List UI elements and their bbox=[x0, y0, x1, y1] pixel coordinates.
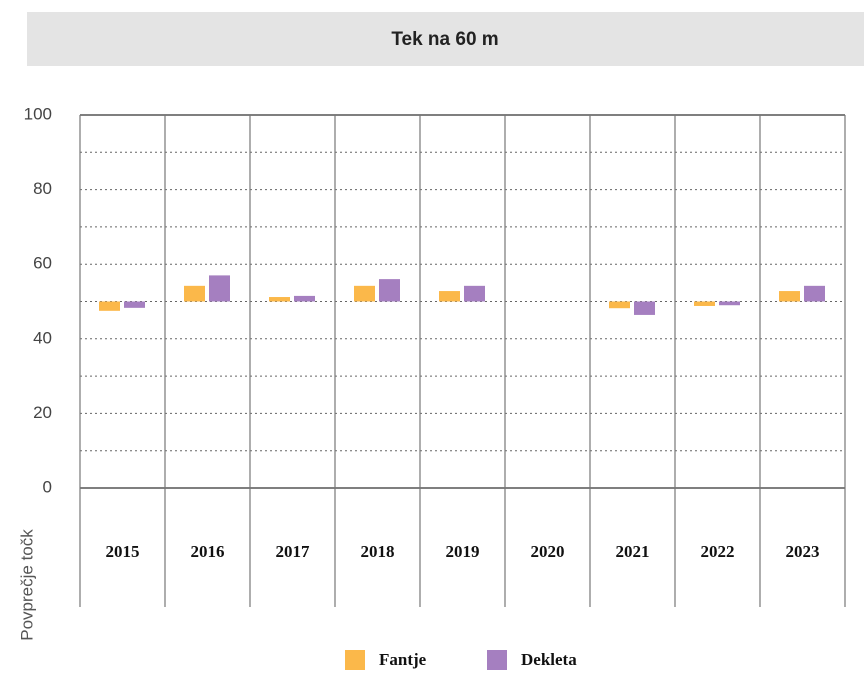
x-tick-label: 2022 bbox=[701, 542, 735, 561]
y-tick-label: 40 bbox=[33, 328, 52, 347]
bar bbox=[294, 295, 315, 302]
bar bbox=[694, 301, 715, 306]
x-tick-label: 2017 bbox=[276, 542, 311, 561]
y-tick-label: 80 bbox=[33, 179, 52, 198]
bar bbox=[209, 275, 230, 302]
bar bbox=[439, 291, 460, 302]
y-tick-label: 20 bbox=[33, 403, 52, 422]
x-tick-label: 2016 bbox=[191, 542, 225, 561]
legend-swatch bbox=[345, 650, 365, 670]
bar bbox=[184, 285, 205, 302]
bar bbox=[804, 285, 825, 302]
bar bbox=[609, 301, 630, 309]
bar bbox=[464, 285, 485, 302]
y-tick-label: 60 bbox=[33, 254, 52, 273]
y-tick-label: 100 bbox=[24, 104, 52, 123]
chart-title: Tek na 60 m bbox=[391, 29, 498, 50]
legend-label: Dekleta bbox=[521, 650, 577, 669]
bar bbox=[719, 301, 740, 306]
x-tick-label: 2019 bbox=[446, 542, 480, 561]
bar bbox=[99, 301, 120, 311]
x-tick-label: 2015 bbox=[106, 542, 140, 561]
legend-label: Fantje bbox=[379, 650, 427, 669]
y-axis-label: Povprečje točk bbox=[17, 529, 36, 641]
bar bbox=[269, 297, 290, 302]
legend-swatch bbox=[487, 650, 507, 670]
bar bbox=[634, 301, 655, 315]
x-tick-label: 2021 bbox=[616, 542, 650, 561]
bar bbox=[379, 279, 400, 302]
bar bbox=[779, 291, 800, 302]
title-bar bbox=[27, 12, 864, 66]
bar bbox=[124, 301, 145, 308]
x-tick-label: 2018 bbox=[361, 542, 395, 561]
y-tick-label: 0 bbox=[43, 477, 52, 496]
x-tick-label: 2020 bbox=[531, 542, 565, 561]
bar bbox=[354, 285, 375, 302]
x-tick-label: 2023 bbox=[786, 542, 820, 561]
